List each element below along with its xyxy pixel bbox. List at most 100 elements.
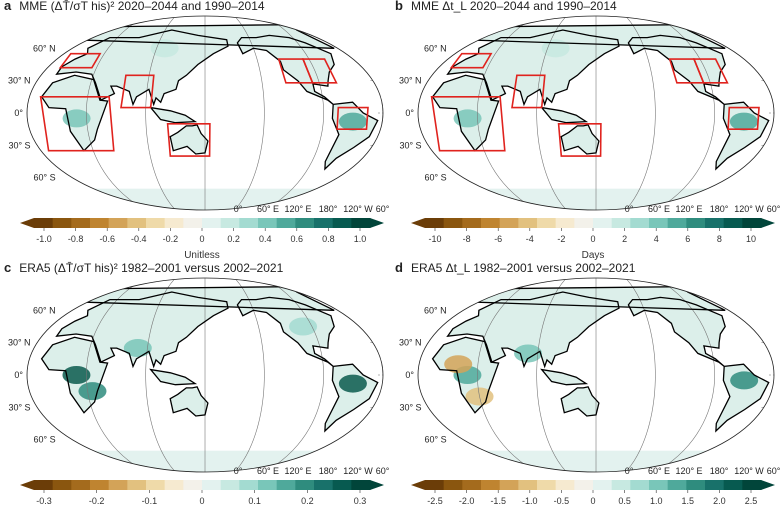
colorbar-swatch (630, 480, 650, 490)
gridline-lon (264, 278, 324, 472)
lon-label: 120° E (675, 466, 702, 476)
coastline-australia (169, 386, 209, 417)
region-box (336, 106, 369, 130)
gridline-lon (536, 16, 567, 210)
colorbar-tick-label: -0.5 (554, 496, 570, 506)
lon-label: 0° (234, 466, 243, 476)
lon-label: 120° W (734, 466, 764, 476)
data-anomaly (62, 109, 91, 128)
coastline-samerica (715, 363, 770, 433)
coastline-indonesia (540, 106, 589, 124)
data-anomaly (541, 39, 570, 58)
map-svg: 60° N 30° N 0° 30° S 60° S 0° 60° E 120° E 180° 1… (399, 277, 782, 506)
panel-title-text: MME (ΔT̄/σT his)² 2020–2044 and 1990–201… (19, 0, 265, 13)
lat-label: 60° S (425, 435, 447, 445)
coastline-eurasia (55, 291, 229, 369)
region-box (511, 74, 546, 109)
region-box (120, 74, 155, 109)
colorbar-swatch (183, 480, 203, 490)
land-eurasia (56, 30, 228, 105)
data-anomaly (453, 109, 482, 128)
colorbar-tick-label: 0.8 (322, 234, 335, 244)
panel-letter: c (4, 260, 12, 275)
colorbar-tick-label: -6 (494, 234, 502, 244)
coastline-namerica (236, 296, 335, 367)
colorbar-swatch (593, 480, 613, 490)
colorbar-swatch (146, 480, 166, 490)
colorbar-tick-label: -0.2 (89, 496, 105, 506)
lat-label: 60° N (33, 305, 56, 315)
colorbar-swatch (630, 218, 650, 228)
colorbar-tick-label: 0.2 (227, 234, 240, 244)
region-box (692, 58, 729, 84)
data-anomaly (62, 366, 91, 384)
land-eurasia (56, 292, 228, 367)
colorbar-swatch (611, 480, 631, 490)
coastline-eurasia (55, 29, 229, 107)
colorbar-swatch (425, 218, 445, 228)
colorbar-swatch (52, 218, 72, 228)
lon-label: 60° E (257, 466, 279, 476)
colorbar-unit-label: Unitless (184, 250, 220, 260)
colorbar-tick-label: -0.1 (142, 496, 158, 506)
panel-letter: d (395, 260, 403, 275)
coastline-indonesia (149, 106, 198, 124)
lat-label: 0° (405, 370, 414, 380)
lon-label: 60° W (376, 466, 391, 476)
colorbar-swatch (742, 218, 762, 228)
land-indonesia (541, 369, 587, 385)
coastline-africa (431, 336, 500, 414)
colorbar-swatch (499, 480, 519, 490)
land-namerica (237, 35, 335, 105)
colorbar-swatch (574, 480, 594, 490)
colorbar-tick-label: -0.8 (68, 234, 84, 244)
colorbar-swatch (52, 480, 72, 490)
lat-label: 30° S (8, 402, 30, 412)
colorbar-tick-label: -4 (526, 234, 534, 244)
lon-label: 120° E (284, 466, 311, 476)
region-box (301, 58, 338, 84)
colorbar-tick-label: 1.0 (354, 234, 367, 244)
map-border (417, 277, 775, 473)
land-australia (561, 124, 599, 154)
colorbar-swatch (220, 218, 240, 228)
colorbar-tick-label: 8 (717, 234, 722, 244)
colorbar-unit-label: Days (582, 250, 605, 260)
colorbar-tick-label: 0.5 (618, 496, 631, 506)
region-box (557, 123, 602, 157)
lat-label: 30° S (399, 140, 421, 150)
colorbar-tick-label: 0 (590, 496, 595, 506)
colorbar-tick-label: 0 (199, 496, 204, 506)
colorbar-swatch (202, 218, 222, 228)
lat-label: 30° N (399, 76, 422, 86)
colorbar-swatch (239, 218, 259, 228)
panel-title-text: ERA5 Δt_L 1982–2001 versus 2002–2021 (410, 261, 636, 275)
panel-c: c ERA5 (ΔT̄/σT his)² 1982–2001 versus 200… (0, 260, 391, 521)
data-anomaly (338, 374, 367, 393)
colorbar-swatch (295, 218, 315, 228)
lon-label: 180° (319, 466, 338, 476)
colorbar-swatch (555, 218, 575, 228)
coastline-australia (560, 124, 600, 155)
colorbar-swatch (742, 480, 762, 490)
colorbar-swatch (537, 480, 557, 490)
colorbar-tick-label: -0.3 (36, 496, 52, 506)
lon-label: 120° W (734, 204, 764, 214)
gridline-lon (86, 278, 146, 472)
land-namerica (237, 297, 335, 367)
lat-label: 60° N (33, 43, 56, 53)
colorbar-tick-label: 2.5 (745, 496, 758, 506)
panel-title: a MME (ΔT̄/σT his)² 2020–2044 and 1990–20… (4, 0, 265, 13)
colorbar-swatch (443, 218, 463, 228)
coastline-indonesia (540, 368, 589, 386)
colorbar-swatch (90, 218, 110, 228)
colorbar-swatch (71, 218, 91, 228)
colorbar-tick-label: -1.5 (490, 496, 506, 506)
lat-label: 60° S (34, 173, 56, 183)
lon-label: 0° (234, 204, 243, 214)
colorbar-swatch (686, 218, 706, 228)
colorbar-extend-low (411, 218, 425, 228)
lon-label: 120° E (675, 204, 702, 214)
colorbar-swatch (555, 480, 575, 490)
gridline-lon (477, 278, 537, 472)
